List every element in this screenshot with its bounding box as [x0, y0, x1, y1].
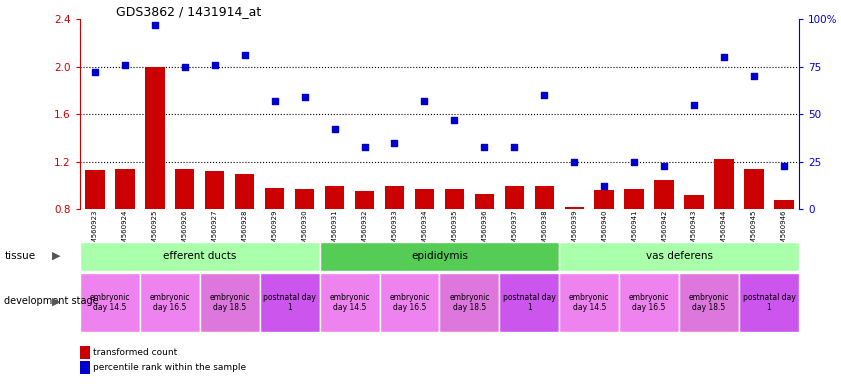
- Point: [748, 73, 761, 79]
- Bar: [619, 273, 679, 332]
- Bar: [624, 189, 644, 305]
- Point: [687, 102, 701, 108]
- Bar: [140, 273, 199, 332]
- Text: percentile rank within the sample: percentile rank within the sample: [93, 363, 246, 372]
- Bar: [595, 190, 614, 305]
- Bar: [260, 273, 320, 332]
- Point: [208, 62, 221, 68]
- Point: [658, 162, 671, 169]
- Bar: [559, 242, 799, 271]
- Point: [508, 144, 521, 150]
- Text: ▶: ▶: [52, 296, 61, 306]
- Text: embryonic
day 16.5: embryonic day 16.5: [629, 293, 669, 312]
- Bar: [744, 169, 764, 305]
- Point: [298, 94, 311, 100]
- Text: embryonic
day 14.5: embryonic day 14.5: [330, 293, 370, 312]
- Point: [777, 162, 791, 169]
- Bar: [205, 171, 225, 305]
- Point: [568, 159, 581, 165]
- Bar: [505, 185, 524, 305]
- Bar: [474, 194, 495, 305]
- Bar: [80, 242, 320, 271]
- Text: epididymis: epididymis: [411, 251, 468, 262]
- Bar: [355, 192, 374, 305]
- Bar: [564, 207, 584, 305]
- Text: postnatal day
1: postnatal day 1: [503, 293, 556, 312]
- Text: vas deferens: vas deferens: [646, 251, 712, 262]
- Bar: [535, 185, 554, 305]
- Bar: [145, 67, 165, 305]
- Bar: [235, 174, 255, 305]
- Bar: [80, 273, 140, 332]
- Text: embryonic
day 18.5: embryonic day 18.5: [689, 293, 729, 312]
- Text: embryonic
day 18.5: embryonic day 18.5: [449, 293, 489, 312]
- Bar: [199, 273, 260, 332]
- Point: [238, 52, 251, 58]
- Text: embryonic
day 18.5: embryonic day 18.5: [209, 293, 250, 312]
- Point: [148, 22, 161, 28]
- Bar: [265, 188, 284, 305]
- Text: efferent ducts: efferent ducts: [163, 251, 236, 262]
- Text: embryonic
day 14.5: embryonic day 14.5: [90, 293, 130, 312]
- Point: [88, 70, 102, 76]
- Bar: [654, 180, 674, 305]
- Point: [447, 117, 461, 123]
- Point: [627, 159, 641, 165]
- Point: [597, 184, 611, 190]
- Text: postnatal day
1: postnatal day 1: [743, 293, 796, 312]
- Bar: [445, 189, 464, 305]
- Point: [478, 144, 491, 150]
- Point: [418, 98, 431, 104]
- Bar: [685, 195, 704, 305]
- Bar: [295, 189, 315, 305]
- Text: embryonic
day 14.5: embryonic day 14.5: [569, 293, 610, 312]
- Text: GDS3862 / 1431914_at: GDS3862 / 1431914_at: [116, 5, 261, 18]
- Point: [357, 144, 371, 150]
- Bar: [175, 169, 194, 305]
- Text: embryonic
day 16.5: embryonic day 16.5: [389, 293, 430, 312]
- Text: postnatal day
1: postnatal day 1: [263, 293, 316, 312]
- Bar: [379, 273, 439, 332]
- Bar: [320, 273, 379, 332]
- Point: [118, 62, 131, 68]
- Bar: [85, 170, 104, 305]
- Bar: [714, 159, 734, 305]
- Bar: [384, 185, 405, 305]
- Point: [717, 54, 731, 60]
- Bar: [500, 273, 559, 332]
- Point: [328, 126, 341, 132]
- Bar: [775, 200, 794, 305]
- Text: development stage: development stage: [4, 296, 99, 306]
- Bar: [325, 185, 344, 305]
- Text: transformed count: transformed count: [93, 348, 177, 357]
- Bar: [559, 273, 619, 332]
- Point: [388, 140, 401, 146]
- Bar: [439, 273, 500, 332]
- Point: [268, 98, 282, 104]
- Text: embryonic
day 16.5: embryonic day 16.5: [150, 293, 190, 312]
- Point: [537, 92, 551, 98]
- Bar: [415, 189, 434, 305]
- Bar: [739, 273, 799, 332]
- Text: tissue: tissue: [4, 251, 35, 261]
- Bar: [679, 273, 739, 332]
- Text: ▶: ▶: [52, 251, 61, 261]
- Bar: [115, 169, 135, 305]
- Bar: [320, 242, 559, 271]
- Point: [178, 64, 192, 70]
